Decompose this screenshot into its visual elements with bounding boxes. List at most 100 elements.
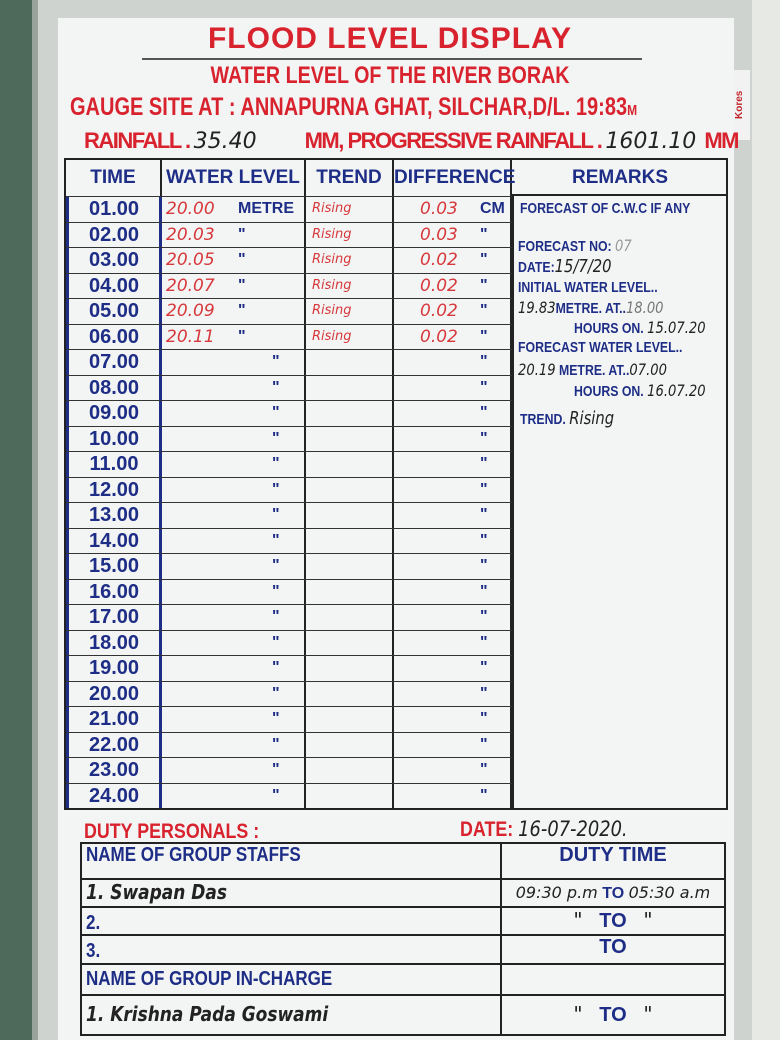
water-level-cell: 20.11 " [162,324,306,349]
initial-date-line: HOURS ON. 15.07.20 [574,318,706,337]
water-level-unit: " [272,659,280,676]
time-cell: 10.00 [66,426,162,451]
water-level-cell: " [162,758,306,783]
duty-date: DATE: 16-07-2020. [460,817,628,842]
rainfall-label: RAINFALL . [84,128,191,153]
table-row: 08.00 " " [66,374,512,400]
water-level-unit: " [272,761,280,778]
water-level-unit: " [272,735,280,753]
water-level-value: 20.05 [166,250,215,270]
time-cell: 21.00 [66,707,162,732]
time-cell: 16.00 [66,579,162,604]
water-level-cell: " [162,732,306,757]
water-level-cell: 20.05 " [162,248,306,273]
difference-unit: " [480,786,488,804]
board-subtitle: WATER LEVEL OF THE RIVER BORAK [210,62,570,89]
date-line: DATE:15/7/20 [518,256,612,277]
trend-line: TREND. Rising [520,408,614,429]
table-row: 17.00 " " [66,604,512,630]
trend-cell [306,732,394,757]
time-cell: 15.00 [66,554,162,579]
col-trend: TREND [306,160,394,196]
label: DATE: [460,818,514,841]
col-remarks: REMARKS [512,160,728,196]
table-row: 10.00 " " [66,425,512,451]
value: Rising [569,408,615,429]
difference-cell: " [394,681,512,706]
water-level-unit: " [272,480,280,498]
board-title: FLOOD LEVEL DISPLAY [207,22,573,55]
water-level-unit: " [272,710,280,727]
difference-value: 0.02 [420,301,458,321]
difference-unit: " [480,276,488,294]
difference-cell: " [394,630,512,655]
difference-cell: 0.02 " [394,324,512,349]
col-difference: DIFFERENCE [394,160,515,196]
time-cell: 23.00 [66,758,162,783]
from: 09:30 p.m [515,883,598,902]
difference-unit: " [480,582,488,600]
incharge-time: " TO " [500,996,724,1034]
initial-line: 19.83METRE. AT..18.00 [518,298,664,317]
table-row: 14.00 " " [66,527,512,553]
trend-cell [306,350,394,375]
trend-cell: Rising [306,197,394,222]
trend-cell [306,554,394,579]
difference-cell: 0.03 " [394,222,512,247]
trend-cell [306,605,394,630]
remarks-heading: FORECAST OF C.W.C IF ANY [520,200,691,217]
value: 20.19 [518,360,556,379]
difference-cell: " [394,783,512,808]
forecast-label: FORECAST WATER LEVEL.. [518,339,683,356]
time-cell: 05.00 [66,299,162,324]
difference-unit: " [480,251,488,268]
water-level-unit: " [238,251,246,268]
water-level-unit: " [272,684,280,702]
difference-unit: " [480,353,488,370]
table-row: 01.00 20.00 METRE Rising 0.03 CM [66,196,512,222]
label: DATE: [518,259,555,276]
from: " [573,908,583,932]
staff-time: TO [500,936,724,963]
water-level-unit: " [272,633,280,651]
trend-cell [306,758,394,783]
water-level-cell: " [162,630,306,655]
water-level-unit: " [238,327,246,345]
difference-unit: CM [480,200,505,217]
table-row: 07.00 " " [66,349,512,375]
whiteboard [58,18,734,1040]
trend-cell [306,707,394,732]
incharge-row: 1. Krishna Pada Goswami " TO " [82,994,724,1034]
trend-cell: Rising [306,222,394,247]
gauge-site-text: GAUGE SITE AT : ANNAPURNA GHAT, SILCHAR,… [70,93,628,121]
water-level-unit: " [272,404,280,421]
difference-unit: " [480,455,488,472]
table-row: 05.00 20.09 " Rising 0.02 " [66,298,512,324]
difference-unit: " [480,608,488,625]
progressive-label: MM, PROGRESSIVE RAINFALL . [304,128,603,153]
time-cell: 12.00 [66,477,162,502]
water-level-cell: " [162,503,306,528]
table-row: 23.00 " " [66,757,512,783]
difference-value: 0.03 [420,199,458,219]
time-cell: 06.00 [66,324,162,349]
difference-value: 0.02 [420,275,458,296]
time-cell: 02.00 [66,222,162,247]
to: TO [602,885,625,902]
trend-cell [306,528,394,553]
difference-cell: " [394,375,512,400]
time-cell: 04.00 [66,273,162,298]
difference-unit: " [480,302,488,319]
empty-cell [500,965,724,994]
staff-row: 1. Swapan Das 09:30 p.m TO 05:30 a.m [82,878,724,906]
gauge-site: GAUGE SITE AT : ANNAPURNA GHAT, SILCHAR,… [70,93,637,122]
table-row: 21.00 " " [66,706,512,732]
water-level-table: TIME WATER LEVEL TREND DIFFERENCE REMARK… [64,158,728,810]
difference-cell: " [394,477,512,502]
time-cell: 17.00 [66,605,162,630]
trend-cell [306,681,394,706]
water-level-unit: " [238,302,246,319]
duty-title: DUTY PERSONALS : [84,820,260,843]
water-level-unit: " [272,557,280,574]
water-level-unit: " [238,225,246,243]
